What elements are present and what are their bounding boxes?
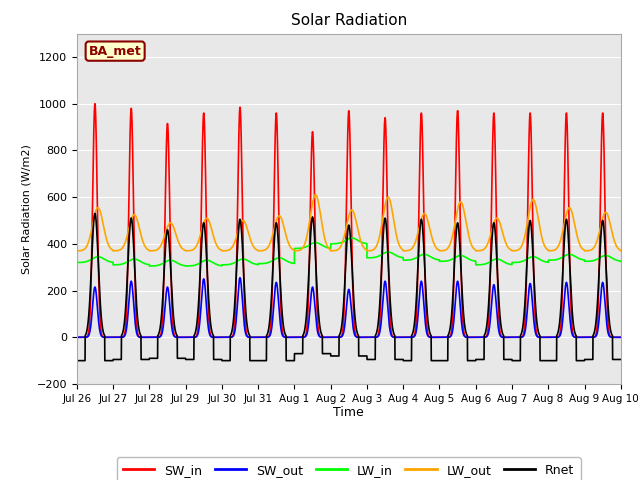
- Rnet: [470, 358, 478, 363]
- LW_in: [486, 259, 493, 265]
- LW_in: [617, 258, 625, 264]
- Text: BA_met: BA_met: [89, 45, 141, 58]
- SW_in: [594, 308, 602, 314]
- LW_out: [258, 248, 266, 253]
- Line: SW_in: SW_in: [77, 104, 621, 337]
- Rnet: [258, 358, 266, 363]
- Rnet: [91, 211, 99, 216]
- SW_out: [594, 326, 602, 332]
- LW_out: [312, 192, 319, 198]
- Y-axis label: Solar Radiation (W/m2): Solar Radiation (W/m2): [21, 144, 31, 274]
- Title: Solar Radiation: Solar Radiation: [291, 13, 407, 28]
- Rnet: [594, 291, 602, 297]
- LW_in: [588, 258, 595, 264]
- LW_out: [73, 248, 81, 254]
- Line: SW_out: SW_out: [77, 278, 621, 337]
- SW_in: [330, 335, 338, 340]
- LW_out: [588, 247, 595, 253]
- SW_out: [486, 321, 493, 327]
- LW_out: [617, 248, 625, 254]
- SW_out: [236, 275, 244, 281]
- Rnet: [330, 353, 338, 359]
- Line: LW_in: LW_in: [77, 238, 621, 266]
- LW_in: [73, 260, 81, 265]
- Legend: SW_in, SW_out, LW_in, LW_out, Rnet: SW_in, SW_out, LW_in, LW_out, Rnet: [117, 457, 580, 480]
- Rnet: [588, 357, 595, 362]
- SW_in: [91, 101, 99, 107]
- SW_in: [470, 335, 478, 340]
- LW_out: [331, 248, 339, 253]
- Rnet: [73, 358, 81, 363]
- LW_out: [145, 248, 153, 254]
- SW_in: [486, 288, 493, 294]
- SW_out: [258, 335, 266, 340]
- LW_out: [471, 246, 479, 252]
- SW_in: [617, 335, 625, 340]
- LW_in: [145, 263, 153, 269]
- LW_in: [594, 256, 602, 262]
- LW_in: [330, 241, 338, 247]
- SW_out: [73, 335, 81, 340]
- Rnet: [617, 357, 625, 362]
- LW_out: [486, 234, 493, 240]
- LW_in: [348, 235, 356, 241]
- SW_out: [470, 335, 478, 340]
- SW_in: [588, 335, 595, 340]
- Line: LW_out: LW_out: [77, 195, 621, 251]
- Line: Rnet: Rnet: [77, 214, 621, 360]
- SW_out: [617, 335, 625, 340]
- LW_in: [258, 261, 266, 266]
- SW_in: [73, 335, 81, 340]
- LW_in: [471, 258, 479, 264]
- SW_out: [330, 335, 338, 340]
- SW_out: [588, 335, 595, 340]
- SW_in: [258, 335, 266, 340]
- LW_out: [594, 234, 602, 240]
- X-axis label: Time: Time: [333, 407, 364, 420]
- Rnet: [486, 279, 493, 285]
